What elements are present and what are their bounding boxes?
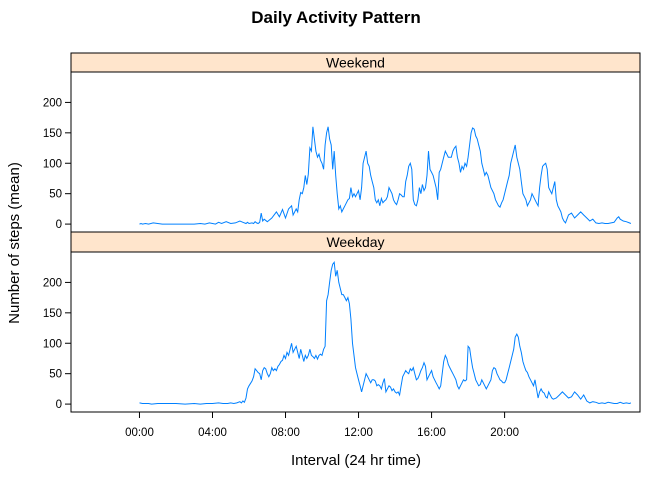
panel-weekday: Weekday 0 50 100 150 200 [43,231,641,413]
panel-frame [70,251,641,413]
panel-strip-label: Weekend [326,55,385,71]
x-tick-label: 20:00 [490,427,519,439]
panels: Weekend 0 50 100 150 200 Weekday 0 50 100 150 200 00… [43,52,641,439]
y-tick-label: 0 [56,219,62,231]
y-tick-label: 0 [56,399,62,411]
x-axis: 00:00 04:00 08:00 12:00 16:00 20:00 [125,412,519,439]
chart-title: Daily Activity Pattern [251,8,420,27]
panel-weekend: Weekend 0 50 100 150 200 [43,52,641,233]
x-axis-title: Interval (24 hr time) [291,452,421,469]
y-tick-label: 200 [43,277,62,289]
series-line [139,126,632,225]
x-tick-label: 08:00 [271,427,300,439]
y-tick-label: 150 [43,308,62,320]
x-tick-label: 00:00 [125,427,154,439]
y-tick-label: 50 [49,189,62,201]
y-tick-label: 100 [43,338,62,350]
panel-frame [70,71,641,233]
y-tick-label: 50 [49,369,62,381]
y-tick-label: 100 [43,158,62,170]
x-tick-label: 12:00 [344,427,373,439]
y-tick-label: 150 [43,128,62,140]
x-tick-label: 16:00 [417,427,446,439]
x-tick-label: 04:00 [198,427,227,439]
y-tick-label: 200 [43,97,62,109]
y-axis-title: Number of steps (mean) [6,162,23,324]
series-line [139,261,632,405]
panel-strip-label: Weekday [326,234,384,250]
